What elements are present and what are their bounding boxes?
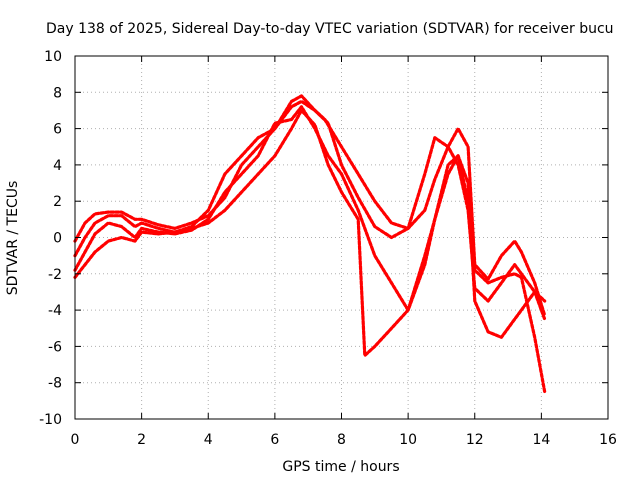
y-tick-label: 10 xyxy=(44,49,62,65)
tick-marks xyxy=(74,55,609,420)
grid xyxy=(75,56,608,419)
y-tick-label: -6 xyxy=(48,339,62,355)
x-tick-label: 4 xyxy=(204,432,213,448)
y-tick-label: -10 xyxy=(39,412,62,428)
y-tick-label: 2 xyxy=(53,194,62,210)
x-tick-labels: 0 2 4 6 8 10 12 14 16 xyxy=(71,432,617,448)
y-tick-label: 4 xyxy=(53,158,62,174)
y-tick-label: 0 xyxy=(53,231,62,247)
y-tick-label: -2 xyxy=(48,267,62,283)
chart-title: Day 138 of 2025, Sidereal Day-to-day VTE… xyxy=(46,21,614,37)
y-tick-label: -4 xyxy=(48,303,62,319)
y-tick-label: 8 xyxy=(53,85,62,101)
x-tick-label: 6 xyxy=(270,432,279,448)
x-axis-label: GPS time / hours xyxy=(282,459,399,475)
x-tick-label: 8 xyxy=(337,432,346,448)
y-axis-label: SDTVAR / TECUs xyxy=(5,181,21,296)
series-trace-4 xyxy=(73,108,547,394)
x-tick-label: 10 xyxy=(399,432,417,448)
y-tick-labels: 10 8 6 4 2 0 -2 -4 -6 -8 -10 xyxy=(39,49,62,428)
series-trace-2 xyxy=(73,99,547,321)
x-tick-label: 2 xyxy=(137,432,146,448)
x-tick-label: 0 xyxy=(71,432,80,448)
x-tick-label: 16 xyxy=(599,432,617,448)
series-group xyxy=(73,94,547,394)
y-tick-label: 6 xyxy=(53,122,62,138)
x-tick-label: 14 xyxy=(532,432,550,448)
x-tick-label: 12 xyxy=(466,432,484,448)
y-tick-label: -8 xyxy=(48,376,62,392)
